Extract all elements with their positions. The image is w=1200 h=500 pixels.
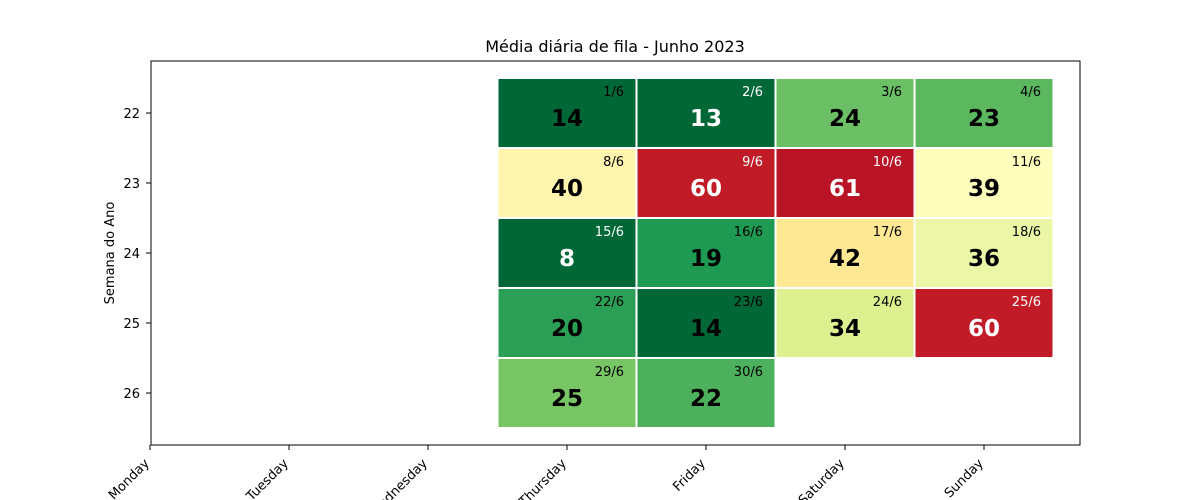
cell-date-label: 17/6: [873, 225, 902, 240]
cell-date-label: 3/6: [881, 85, 902, 100]
cell-value-label: 8: [559, 246, 575, 272]
cell-date-label: 24/6: [873, 295, 902, 310]
heatmap-cell-rect: [635, 287, 777, 359]
heatmap-cell: 24/6 34: [774, 287, 916, 359]
heatmap-cell: 15/6 8: [496, 217, 638, 289]
cell-date-label: 9/6: [742, 155, 763, 170]
y-tick-label: 26: [123, 387, 140, 402]
cell-date-label: 29/6: [595, 365, 624, 380]
heatmap-cell: 9/6 60: [635, 147, 777, 219]
heatmap-cell: 17/6 42: [774, 217, 916, 289]
cell-date-label: 23/6: [734, 295, 763, 310]
y-tick-label: 24: [123, 247, 140, 262]
chart-title: Média diária de fila - Junho 2023: [485, 37, 745, 56]
cell-value-label: 34: [829, 316, 861, 342]
x-tick-label: Tuesday: [243, 456, 292, 500]
y-tick-label: 23: [123, 177, 140, 192]
heatmap-cell: 29/6 25: [496, 357, 638, 429]
x-tick-label: Monday: [106, 456, 153, 500]
x-tick-label: Sunday: [942, 456, 987, 500]
cell-value-label: 23: [968, 106, 1000, 132]
cell-value-label: 39: [968, 176, 1000, 202]
cell-date-label: 11/6: [1012, 155, 1041, 170]
heatmap-cell-rect: [913, 147, 1055, 219]
heatmap-cell: 25/6 60: [913, 287, 1055, 359]
cell-date-label: 25/6: [1012, 295, 1041, 310]
heatmap-cell-rect: [496, 77, 638, 149]
cell-value-label: 61: [829, 176, 861, 202]
heatmap-cell: 16/6 19: [635, 217, 777, 289]
cell-date-label: 22/6: [595, 295, 624, 310]
cell-value-label: 25: [551, 386, 583, 412]
heatmap-cell: 1/6 14: [496, 77, 638, 149]
cell-date-label: 4/6: [1020, 85, 1041, 100]
cell-value-label: 42: [829, 246, 861, 272]
y-tick-label: 22: [123, 107, 140, 122]
heatmap-cell-rect: [913, 77, 1055, 149]
cell-date-label: 16/6: [734, 225, 763, 240]
cell-value-label: 19: [690, 246, 722, 272]
heatmap-cell: 3/6 24: [774, 77, 916, 149]
cell-date-label: 8/6: [603, 155, 624, 170]
heatmap-cells: 1/6 14 2/6 13 3/6 24 4/6 23 8/6 40 9/6 60 10/6 61 11/6…: [496, 77, 1055, 429]
heatmap-cell-rect: [774, 77, 916, 149]
y-tick-label: 25: [123, 317, 140, 332]
cell-value-label: 60: [968, 316, 1000, 342]
cell-value-label: 60: [690, 176, 722, 202]
cell-date-label: 2/6: [742, 85, 763, 100]
x-tick-label: Friday: [670, 456, 709, 495]
heatmap-cell-rect: [635, 77, 777, 149]
heatmap-cell-rect: [913, 217, 1055, 289]
cell-date-label: 15/6: [595, 225, 624, 240]
heatmap-cell-rect: [496, 357, 638, 429]
cell-value-label: 40: [551, 176, 583, 202]
x-tick-label: Thursday: [516, 456, 570, 500]
heatmap-cell: 2/6 13: [635, 77, 777, 149]
heatmap-cell-rect: [635, 357, 777, 429]
x-tick-label: Wednesday: [367, 456, 431, 500]
cell-value-label: 14: [690, 316, 722, 342]
heatmap-cell: 4/6 23: [913, 77, 1055, 149]
heatmap-cell: 10/6 61: [774, 147, 916, 219]
heatmap-cell-rect: [635, 147, 777, 219]
cell-date-label: 30/6: [734, 365, 763, 380]
cell-value-label: 20: [551, 316, 583, 342]
cell-date-label: 1/6: [603, 85, 624, 100]
heatmap-cell-rect: [913, 287, 1055, 359]
heatmap-cell: 8/6 40: [496, 147, 638, 219]
cell-date-label: 18/6: [1012, 225, 1041, 240]
cell-value-label: 22: [690, 386, 722, 412]
heatmap-cell: 22/6 20: [496, 287, 638, 359]
heatmap-cell: 30/6 22: [635, 357, 777, 429]
y-axis-label: Semana do Ano: [103, 202, 118, 305]
cell-value-label: 14: [551, 106, 583, 132]
cell-date-label: 10/6: [873, 155, 902, 170]
cell-value-label: 13: [690, 106, 722, 132]
heatmap-cell: 18/6 36: [913, 217, 1055, 289]
x-tick-label: Saturday: [796, 456, 848, 500]
cell-value-label: 24: [829, 106, 861, 132]
heatmap-cell: 11/6 39: [913, 147, 1055, 219]
heatmap-cell-rect: [635, 217, 777, 289]
heatmap-cell: 23/6 14: [635, 287, 777, 359]
cell-value-label: 36: [968, 246, 1000, 272]
